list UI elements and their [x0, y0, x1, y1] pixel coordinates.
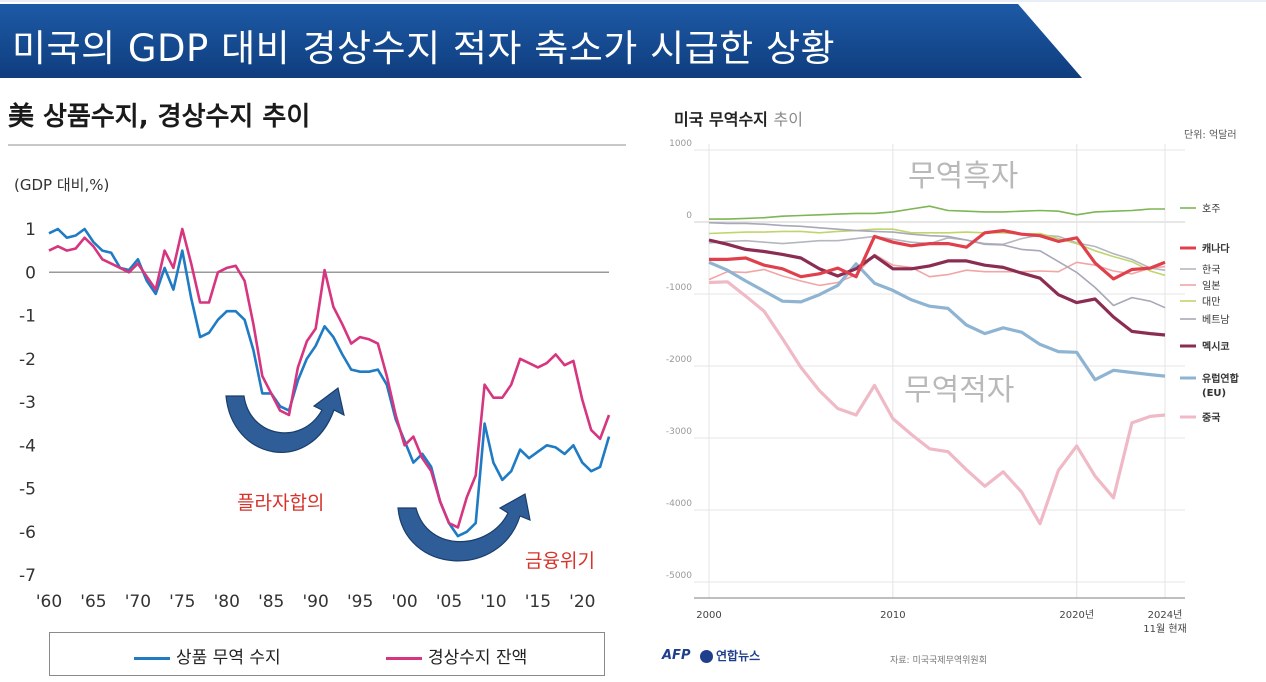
left-x-tick-label: '65 — [80, 592, 106, 612]
source-note: 자료: 미국국제무역위원회 — [890, 656, 987, 666]
right-x-tick-label: 2024년 — [1148, 609, 1183, 621]
financial-crisis-arrow-icon — [397, 493, 531, 562]
legend-label-goods-trade: 상품 무역 수지 — [176, 648, 281, 668]
right-series-line-중국 — [708, 280, 1166, 526]
left-x-tick-label: '20 — [569, 592, 595, 612]
legend-label-current-account: 경상수지 잔액 — [428, 648, 528, 668]
right-y-tick-label: 1000 — [669, 139, 692, 149]
left-title-divider — [8, 144, 626, 146]
left-x-tick-label: '75 — [169, 592, 195, 612]
right-y-tick-label: -5000 — [666, 571, 692, 581]
right-legend-label-대만: 대만 — [1202, 296, 1220, 308]
left-series-line-current-account — [48, 227, 611, 529]
left-y-tick-label: -6 — [19, 523, 36, 543]
legend-item-goods-trade: 상품 무역 수지 — [134, 643, 281, 668]
left-legend: 상품 무역 수지 경상수지 잔액 — [49, 632, 605, 676]
right-legend-label-유럽연합-EU: 유럽연합 — [1202, 372, 1240, 385]
left-line-chart: 1 0 -1 -2 -3 -4 -5 -6 -7'60 '65 '70 '75 '80 '85 '90 '95… — [19, 220, 611, 612]
right-unit-label: 단위: 억달러 — [1184, 130, 1237, 141]
right-series-line-베트남 — [708, 221, 1166, 309]
right-legend-label-한국: 한국 — [1202, 264, 1220, 276]
right-series-line-캐나다 — [709, 229, 1166, 281]
left-y-tick-label: -1 — [19, 307, 36, 327]
legend-swatch-goods-trade — [134, 656, 170, 660]
right-legend-label-유럽연합-EU-sub: (EU) — [1202, 388, 1226, 399]
left-y-tick-label: -7 — [19, 566, 36, 586]
left-chart-title: 美 상품수지, 경상수지 추이 — [8, 102, 311, 132]
left-y-tick-label: 1 — [25, 220, 36, 240]
right-series-line-대만 — [708, 228, 1166, 277]
left-x-tick-label: '10 — [480, 592, 506, 612]
trade-deficit-overlay: 무역적자 — [904, 373, 1014, 408]
afp-logo: AFP — [662, 648, 691, 663]
left-x-tick-label: '15 — [525, 592, 551, 612]
yonhap-logo-icon — [700, 650, 713, 663]
left-y-tick-label: -2 — [19, 350, 36, 370]
right-series-line-유럽연합-EU — [708, 260, 1166, 382]
right-series-line-한국 — [708, 234, 1166, 271]
banner-top-line — [0, 0, 1266, 2]
right-legend-label-중국: 중국 — [1202, 412, 1220, 424]
right-chart-title: 미국 무역수지 추이 — [674, 106, 803, 130]
plaza-accord-annotation: 플라자합의 — [237, 492, 325, 514]
left-y-tick-label: 0 — [25, 263, 36, 283]
left-x-tick-label: '70 — [125, 592, 151, 612]
right-x-tick-label: 11월 현재 — [1143, 623, 1187, 635]
yonhap-logo: 연합뉴스 — [700, 647, 760, 664]
right-legend-label-베트남: 베트남 — [1202, 314, 1230, 326]
right-y-tick-label: -2000 — [666, 355, 692, 365]
right-chart-panel: 1000 0 -1000 -2000 -3000 -4000 -5000 2000 2010 20… — [640, 88, 1266, 682]
right-y-tick-label: -3000 — [666, 427, 692, 437]
left-chart-panel: 美 상품수지, 경상수지 추이 (GDP 대비,%) 1 0 -1 -2 -3 -4 -5 -… — [0, 88, 634, 682]
right-legend-label-호주: 호주 — [1202, 203, 1220, 215]
left-x-tick-label: '60 — [36, 592, 62, 612]
right-chart-title-light: 추이 — [773, 110, 803, 129]
left-x-tick-label: '80 — [214, 592, 240, 612]
right-series-line-멕시코 — [708, 238, 1166, 337]
left-y-tick-label: -3 — [19, 393, 36, 413]
left-y-tick-label: -4 — [19, 436, 36, 456]
right-line-chart: 1000 0 -1000 -2000 -3000 -4000 -5000 2000 2010 20… — [666, 139, 1240, 635]
right-legend-label-캐나다: 캐나다 — [1202, 242, 1230, 255]
left-y-tick-label: -5 — [19, 480, 36, 500]
right-x-tick-label: 2010 — [880, 610, 905, 621]
left-x-tick-label: '00 — [391, 592, 417, 612]
legend-item-current-account: 경상수지 잔액 — [386, 643, 527, 668]
page-title: 미국의 GDP 대비 경상수지 적자 축소가 시급한 상황 — [12, 27, 836, 70]
right-y-tick-label: -4000 — [666, 499, 692, 509]
header-banner-shape — [0, 4, 1082, 78]
right-x-tick-label: 2020년 — [1059, 609, 1094, 621]
left-series-line-goods-trade — [48, 227, 611, 538]
plaza-accord-arrow-icon — [225, 386, 345, 453]
trade-surplus-overlay: 무역흑자 — [908, 159, 1018, 194]
yonhap-logo-text: 연합뉴스 — [716, 649, 761, 663]
left-x-tick-label: '90 — [303, 592, 329, 612]
right-legend-label-일본: 일본 — [1202, 280, 1220, 292]
right-y-tick-label: 0 — [686, 211, 692, 221]
left-x-tick-label: '05 — [436, 592, 462, 612]
right-y-tick-label: -1000 — [666, 283, 692, 293]
financial-crisis-annotation: 금융위기 — [525, 550, 595, 572]
left-x-tick-label: '95 — [347, 592, 373, 612]
right-chart-title-bold: 미국 무역수지 — [674, 110, 768, 129]
left-unit-label: (GDP 대비,%) — [14, 176, 110, 194]
header-banner — [0, 4, 1082, 78]
right-series-line-호주 — [709, 205, 1165, 220]
left-x-tick-label: '85 — [258, 592, 284, 612]
right-x-tick-label: 2000 — [696, 610, 721, 621]
right-legend-label-멕시코: 멕시코 — [1202, 340, 1230, 353]
right-series-line-일본 — [708, 253, 1166, 287]
legend-swatch-current-account — [386, 656, 422, 660]
